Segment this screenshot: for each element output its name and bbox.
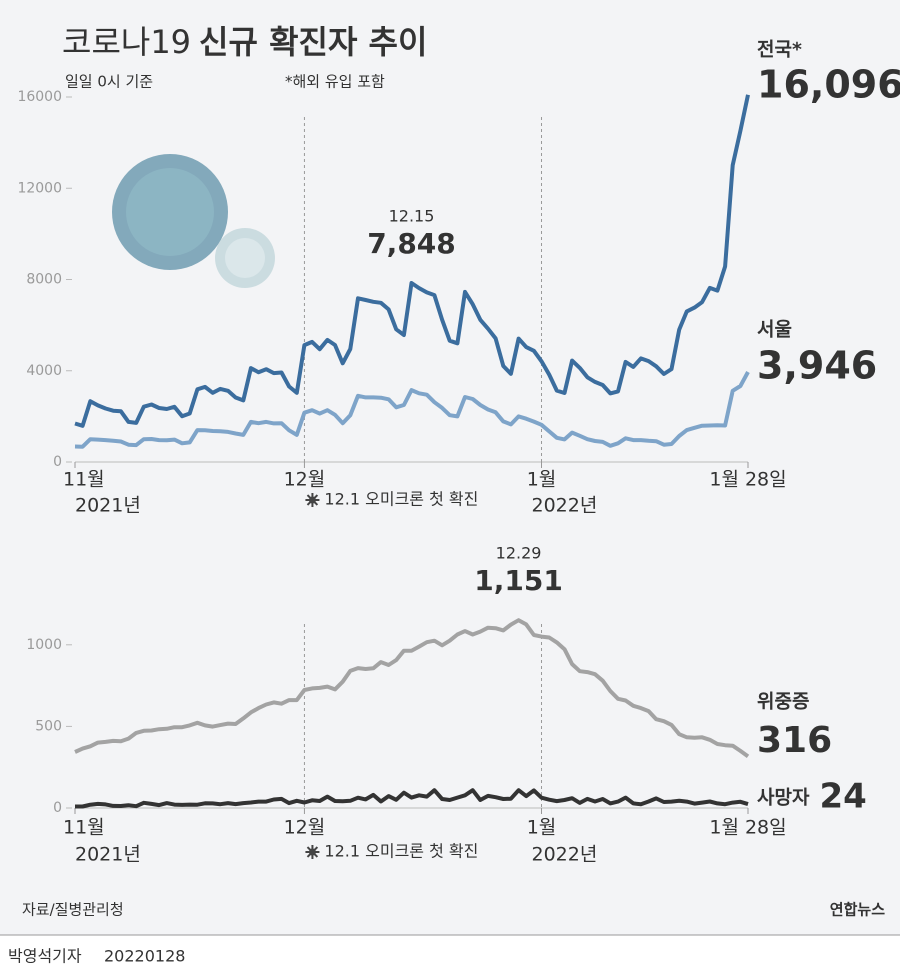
annotation: 12.1 오미크론 첫 확진 xyxy=(324,842,478,861)
end-label: 3,946 xyxy=(757,344,877,388)
y-tick-label: 1000 xyxy=(26,637,62,653)
end-label: 24 xyxy=(819,777,866,817)
icon-core xyxy=(308,496,316,504)
peak-label: 1,151 xyxy=(474,564,563,597)
annotation: 12.1 오미크론 첫 확진 xyxy=(324,490,478,509)
icon-core xyxy=(308,848,316,856)
omicron-icon xyxy=(305,493,320,507)
reporter: 박영석기자 xyxy=(8,947,82,966)
series-name: 위중증 xyxy=(757,691,809,713)
agency: 연합뉴스 xyxy=(830,901,885,919)
series-name: 서울 xyxy=(757,319,792,341)
date: 20220128 xyxy=(104,947,185,966)
background xyxy=(0,0,900,935)
y-tick-label: 12000 xyxy=(17,180,62,196)
y-tick-label: 0 xyxy=(53,800,62,816)
note: *해외 유입 포함 xyxy=(285,73,385,91)
series-line xyxy=(74,371,750,449)
source: 자료/질병관리청 xyxy=(22,901,124,919)
x-tick-label: 1월 xyxy=(527,469,557,491)
x-tick-label: 12월 xyxy=(284,817,326,839)
end-label: 316 xyxy=(757,720,832,761)
peak-label: 7,848 xyxy=(367,227,456,260)
y-tick-label: 0 xyxy=(53,454,62,470)
x-tick-label: 1월 28일 xyxy=(709,469,786,491)
peak-date: 12.29 xyxy=(496,544,542,563)
year-label: 2022년 xyxy=(532,844,598,866)
x-tick-label: 11월 xyxy=(63,469,105,491)
end-label: 16,096 xyxy=(757,63,900,107)
series-name: 사망자 xyxy=(757,787,810,809)
year-label: 2021년 xyxy=(75,844,141,866)
y-tick-label: 500 xyxy=(35,718,62,734)
title: 신규 확진자 추이 xyxy=(199,23,427,61)
x-tick-label: 12월 xyxy=(284,469,326,491)
series-name: 전국* xyxy=(757,39,802,61)
subtitle: 일일 0시 기준 xyxy=(65,73,153,91)
y-tick-label: 8000 xyxy=(26,272,62,288)
virus-illustration xyxy=(112,154,275,288)
y-tick-label: 16000 xyxy=(17,89,62,105)
y-tick-label: 4000 xyxy=(26,363,62,379)
x-tick-label: 11월 xyxy=(63,817,105,839)
year-label: 2022년 xyxy=(532,495,598,517)
series-line xyxy=(75,788,749,809)
year-label: 2021년 xyxy=(75,495,141,517)
series-line xyxy=(74,94,750,428)
x-tick-label: 1월 xyxy=(527,817,557,839)
title-prefix: 코로나19 xyxy=(62,23,191,61)
x-tick-label: 1월 28일 xyxy=(709,817,786,839)
series-line xyxy=(74,618,750,759)
omicron-icon xyxy=(305,845,320,859)
peak-date: 12.15 xyxy=(389,206,435,225)
